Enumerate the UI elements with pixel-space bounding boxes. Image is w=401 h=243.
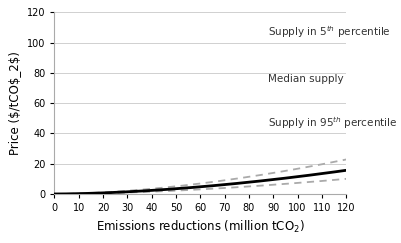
X-axis label: Emissions reductions (million tCO$_2$): Emissions reductions (million tCO$_2$) xyxy=(96,218,305,235)
Text: Supply in 5$^{th}$ percentile: Supply in 5$^{th}$ percentile xyxy=(268,24,391,40)
Y-axis label: Price ($/tCO$_2$): Price ($/tCO$_2$) xyxy=(8,51,21,155)
Text: Median supply: Median supply xyxy=(268,74,344,84)
Text: Supply in 95$^{th}$ percentile: Supply in 95$^{th}$ percentile xyxy=(268,115,398,131)
